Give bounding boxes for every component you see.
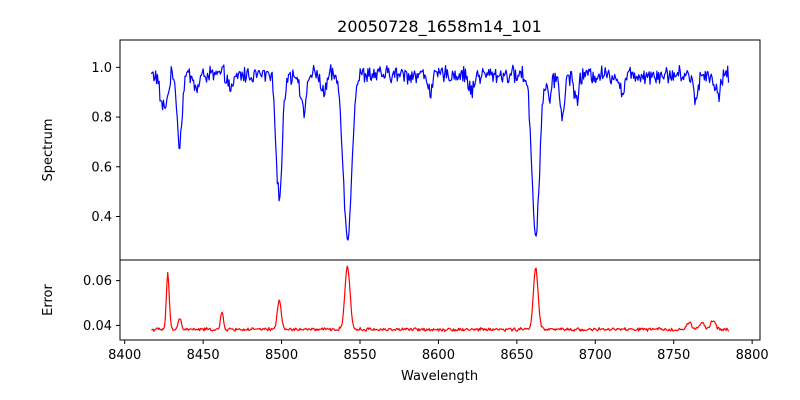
error-panel: 0.04 0.06 Error xyxy=(41,259,761,341)
error-y-axis-label: Error xyxy=(41,284,56,316)
spectrum-y-tick-label: 0.4 xyxy=(91,210,112,225)
error-y-ticks: 0.04 0.06 xyxy=(83,274,120,334)
x-tick-label: 8450 xyxy=(187,348,220,363)
spectrum-y-tick-label: 1.0 xyxy=(91,61,112,76)
chart-title: 20050728_1658m14_101 xyxy=(337,17,542,37)
spectrum-line xyxy=(150,64,730,241)
spectrum-y-tick-label: 0.8 xyxy=(91,111,112,126)
spectrum-series-group xyxy=(150,64,730,241)
error-y-tick-label: 0.06 xyxy=(83,274,112,289)
spectrum-y-tick-label: 0.6 xyxy=(91,160,112,175)
x-tick-label: 8400 xyxy=(108,348,141,363)
x-tick-label: 8700 xyxy=(579,348,612,363)
spectrum-panel: 0.4 0.6 0.8 1.0 Spectrum xyxy=(41,39,761,261)
x-tick-label: 8800 xyxy=(736,348,769,363)
x-tick-label: 8500 xyxy=(265,348,298,363)
x-axis-label: Wavelength xyxy=(401,369,478,384)
spectrum-y-axis-label: Spectrum xyxy=(41,119,56,182)
spectrum-y-ticks: 0.4 0.6 0.8 1.0 xyxy=(91,61,120,225)
error-series-group xyxy=(151,265,730,333)
x-tick-label: 8750 xyxy=(657,348,690,363)
x-tick-label: 8600 xyxy=(422,348,455,363)
x-axis-ticks: 8400 8450 8500 8550 8600 8650 8700 8750 8800 xyxy=(108,340,769,363)
error-y-tick-label: 0.04 xyxy=(83,319,112,334)
x-tick-label: 8550 xyxy=(343,348,376,363)
error-line xyxy=(151,265,730,333)
x-tick-label: 8650 xyxy=(500,348,533,363)
error-axes-frame xyxy=(119,259,761,341)
